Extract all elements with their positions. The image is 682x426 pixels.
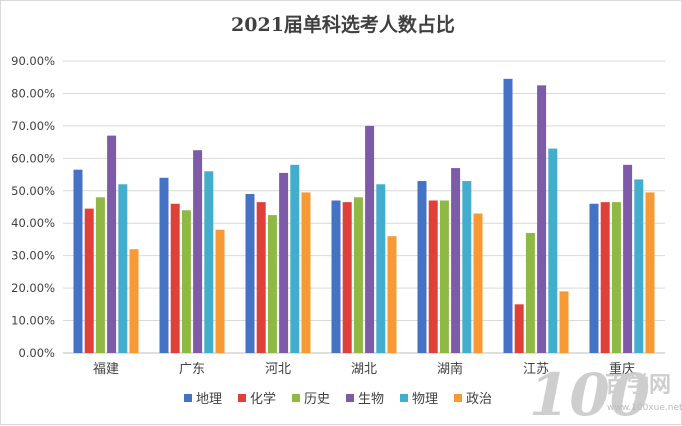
- y-tick-label: 40.00%: [11, 216, 55, 230]
- bar: [376, 184, 386, 353]
- bar: [267, 215, 277, 353]
- y-tick-label: 90.00%: [11, 54, 55, 68]
- bar: [428, 200, 438, 353]
- bar: [387, 236, 397, 353]
- y-tick-label: 20.00%: [11, 281, 55, 295]
- bar: [204, 171, 214, 353]
- watermark: 100 百学网 www.100xue.net: [529, 361, 682, 426]
- legend: 地理 化学 历史 生物 物理 政治: [184, 391, 492, 407]
- legend-label: 物理: [412, 392, 438, 407]
- watermark-url: www.100xue.net: [607, 403, 682, 413]
- legend-swatch: [184, 394, 192, 402]
- bar: [129, 249, 139, 353]
- legend-label: 政治: [466, 392, 492, 407]
- bar: [503, 78, 513, 353]
- bar: [170, 203, 180, 353]
- bar: [290, 164, 300, 353]
- bar: [462, 181, 472, 353]
- bar: [600, 202, 610, 353]
- bar: [118, 184, 128, 353]
- bar: [589, 203, 599, 353]
- bar: [159, 177, 169, 353]
- bars: [73, 78, 655, 353]
- watermark-logo: 100: [529, 361, 650, 426]
- legend-swatch: [454, 394, 462, 402]
- x-tick-label: 福建: [93, 362, 119, 377]
- bar: [451, 168, 461, 353]
- legend-swatch: [346, 394, 354, 402]
- legend-label: 生物: [358, 392, 384, 407]
- grid-lines: [63, 60, 665, 354]
- x-tick-label: 广东: [179, 362, 205, 377]
- bar: [417, 181, 427, 353]
- legend-label: 化学: [250, 391, 276, 407]
- bar: [645, 192, 655, 353]
- bar: [256, 202, 266, 353]
- bar: [473, 213, 483, 353]
- bar: [634, 179, 644, 353]
- legend-label: 历史: [304, 392, 330, 407]
- x-tick-label: 江苏: [523, 361, 549, 377]
- legend-label: 地理: [196, 392, 222, 407]
- y-tick-label: 50.00%: [11, 184, 55, 198]
- bar: [548, 148, 558, 353]
- bar: [611, 202, 621, 353]
- bar: [73, 169, 83, 353]
- y-tick-label: 30.00%: [11, 249, 55, 263]
- bar: [365, 125, 375, 353]
- bar: [331, 200, 341, 353]
- bar: [301, 192, 311, 353]
- bar: [439, 200, 449, 353]
- bar: [84, 208, 94, 353]
- legend-swatch: [400, 394, 408, 402]
- chart-title: 2021届单科选考人数占比: [231, 13, 455, 36]
- x-tick-label: 重庆: [609, 361, 635, 377]
- y-tick-label: 60.00%: [11, 151, 55, 165]
- bar: [193, 150, 203, 353]
- legend-swatch: [238, 394, 246, 402]
- bar: [559, 291, 569, 353]
- bar: [623, 164, 633, 353]
- bar: [279, 172, 289, 353]
- watermark-title: 百学网: [605, 372, 671, 398]
- x-axis-ticks: 福建 广东 河北 湖北 湖南 江苏 重庆: [93, 361, 635, 377]
- y-tick-label: 0.00%: [18, 346, 55, 360]
- bar: [353, 197, 363, 353]
- bar: [95, 197, 105, 353]
- bar: [181, 210, 191, 353]
- y-axis-ticks: 0.00% 10.00% 20.00% 30.00% 40.00% 50.00% 60.00…: [11, 54, 55, 360]
- bar: [525, 232, 535, 353]
- bar: [245, 194, 255, 353]
- x-tick-label: 湖北: [351, 362, 377, 377]
- bar: [342, 202, 352, 353]
- bar: [107, 135, 117, 353]
- x-tick-label: 湖南: [437, 361, 463, 377]
- y-tick-label: 10.00%: [11, 314, 55, 328]
- bar: [514, 304, 524, 353]
- bar: [537, 85, 547, 353]
- x-tick-label: 河北: [265, 362, 291, 377]
- bar: [215, 229, 225, 353]
- y-tick-label: 80.00%: [11, 86, 55, 100]
- y-tick-label: 70.00%: [11, 119, 55, 133]
- legend-swatch: [292, 394, 300, 402]
